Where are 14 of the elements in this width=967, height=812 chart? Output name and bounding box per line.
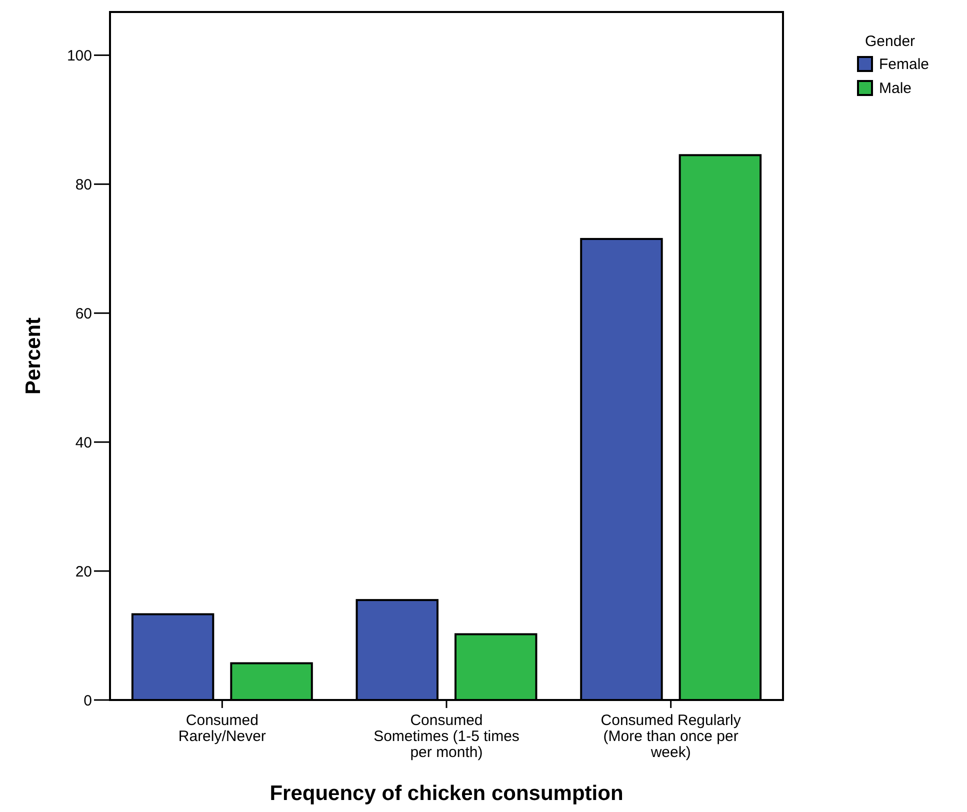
- legend-label: Male: [879, 80, 912, 97]
- y-tick-label: 60: [75, 305, 92, 322]
- y-tick-label: 0: [84, 692, 92, 710]
- legend-title: Gender: [865, 33, 916, 50]
- y-tick-label: 20: [75, 563, 92, 580]
- x-axis-title: Frequency of chicken consumption: [270, 782, 624, 805]
- y-tick-label: 40: [75, 434, 92, 452]
- y-tick-label: 80: [75, 176, 92, 194]
- x-tick-label: Consumed Regularly (More than once per week): [600, 712, 742, 761]
- y-axis-title: Percent: [22, 317, 45, 395]
- legend-label: Female: [879, 56, 930, 73]
- y-tick-label: 100: [66, 47, 92, 64]
- x-tick-label: Consumed Rarely/Never: [178, 712, 266, 745]
- x-tick-label: Consumed Sometimes (1-5 times per month): [374, 712, 520, 761]
